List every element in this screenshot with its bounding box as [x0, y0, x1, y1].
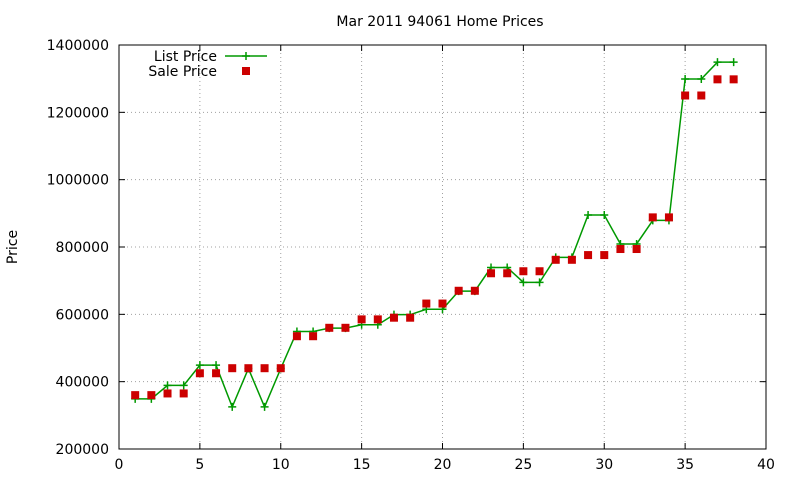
sale-price-point [729, 75, 738, 84]
sale-price-series [131, 75, 738, 400]
list-price-point [584, 211, 593, 220]
list-price-point [535, 278, 544, 287]
x-tick-label: 10 [272, 457, 290, 473]
x-tick-label: 5 [195, 457, 204, 473]
legend-marker-sale-price [242, 67, 250, 75]
sale-price-point [325, 323, 334, 332]
y-tick-label: 1400000 [47, 38, 109, 54]
sale-price-point [373, 315, 382, 324]
sale-price-point [503, 269, 512, 278]
sale-price-point [487, 269, 496, 278]
legend-label-sale-price: Sale Price [148, 64, 217, 80]
sale-price-point [406, 313, 415, 322]
list-price-point [195, 361, 204, 370]
sale-price-point [292, 332, 301, 341]
sale-price-point [454, 286, 463, 295]
sale-price-point [681, 91, 690, 100]
sale-price-point [131, 391, 140, 400]
sale-price-point [535, 267, 544, 276]
sale-price-point [422, 299, 431, 308]
y-tick-labels: 200000 400000 600000 800000 1000000 1200000 14… [47, 38, 109, 458]
plot-frame [118, 44, 767, 450]
list-price-line [135, 61, 734, 409]
sale-price-point [713, 75, 722, 84]
list-price-point [729, 58, 738, 67]
sale-price-point [341, 323, 350, 332]
list-price-point [228, 402, 237, 411]
y-tick-label: 1200000 [47, 105, 109, 121]
sale-price-point [260, 364, 269, 373]
list-price-point [163, 381, 172, 390]
sale-price-point [470, 286, 479, 295]
y-tick-label: 1000000 [47, 173, 109, 189]
x-tick-label: 25 [514, 457, 532, 473]
y-axis-label: Price [5, 230, 21, 264]
sale-price-point [519, 267, 528, 276]
legend-label-list-price: List Price [154, 49, 217, 65]
sale-price-point [179, 389, 188, 398]
list-price-series [131, 58, 738, 411]
sale-price-point [228, 364, 237, 373]
sale-price-point [163, 389, 172, 398]
list-price-point [681, 75, 690, 84]
sale-price-point [567, 255, 576, 264]
list-price-point [519, 278, 528, 287]
x-tick-labels: 0 5 10 15 20 25 30 35 40 [115, 457, 775, 473]
sale-price-point [551, 255, 560, 264]
sale-price-point [212, 369, 221, 378]
sale-price-point [147, 391, 156, 400]
tick-marks [118, 44, 767, 450]
legend: List Price Sale Price [148, 49, 267, 80]
sale-price-point [276, 364, 285, 373]
sale-price-point [357, 315, 366, 324]
list-price-point [600, 211, 609, 220]
x-tick-label: 15 [353, 457, 371, 473]
sale-price-point [632, 245, 641, 254]
list-price-point [260, 402, 269, 411]
sale-price-point [244, 364, 253, 373]
sale-price-point [389, 313, 398, 322]
x-tick-label: 40 [757, 457, 775, 473]
list-price-point [212, 361, 221, 370]
chart-title: Mar 2011 94061 Home Prices [336, 14, 543, 30]
sale-price-point [438, 299, 447, 308]
sale-price-point [697, 91, 706, 100]
y-tick-label: 800000 [56, 240, 109, 256]
y-tick-label: 600000 [56, 307, 109, 323]
y-tick-label: 200000 [56, 442, 109, 458]
grid-lines [119, 45, 766, 449]
x-tick-label: 20 [434, 457, 452, 473]
list-price-point [179, 381, 188, 390]
sale-price-point [648, 213, 657, 222]
x-tick-label: 35 [676, 457, 694, 473]
list-price-point [713, 58, 722, 67]
x-tick-label: 30 [595, 457, 613, 473]
y-tick-label: 400000 [56, 375, 109, 391]
sale-price-point [584, 251, 593, 260]
sale-price-point [600, 251, 609, 260]
list-price-point [697, 75, 706, 84]
sale-price-point [664, 213, 673, 222]
x-tick-label: 0 [115, 457, 124, 473]
legend-marker-list-price [242, 52, 250, 60]
sale-price-point [309, 332, 318, 341]
sale-price-point [195, 369, 204, 378]
sale-price-point [616, 245, 625, 254]
